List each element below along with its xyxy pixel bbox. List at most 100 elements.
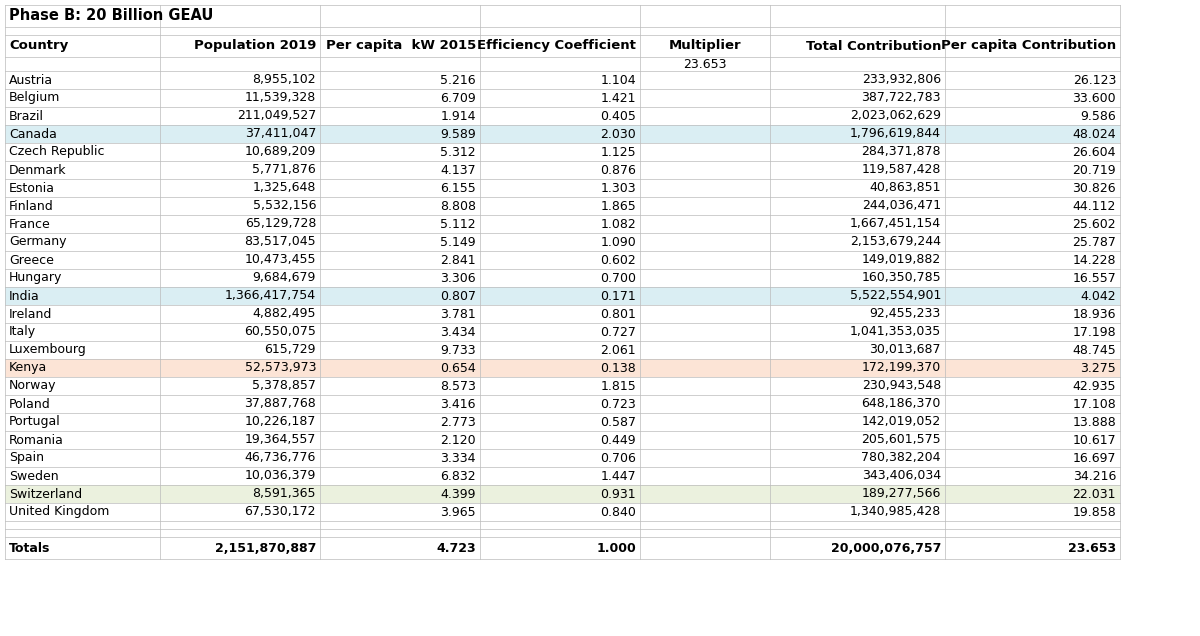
Text: Multiplier: Multiplier [668,39,742,53]
Text: 1,796,619,844: 1,796,619,844 [850,127,941,141]
Text: 1.082: 1.082 [600,218,636,230]
Text: Total Contribution: Total Contribution [805,39,941,53]
Text: Ireland: Ireland [10,307,53,321]
Text: 23.653: 23.653 [1068,541,1116,555]
Text: 189,277,566: 189,277,566 [862,488,941,501]
Text: 92,455,233: 92,455,233 [870,307,941,321]
Text: 0.654: 0.654 [440,361,476,375]
Text: 6.155: 6.155 [440,181,476,195]
Text: 0.723: 0.723 [600,398,636,410]
Text: 19,364,557: 19,364,557 [245,434,316,446]
Text: 1,366,417,754: 1,366,417,754 [224,289,316,303]
Text: 16.697: 16.697 [1073,452,1116,464]
Text: 10,689,209: 10,689,209 [245,146,316,158]
Text: 20.719: 20.719 [1073,163,1116,177]
Text: Kenya: Kenya [10,361,47,375]
Text: Estonia: Estonia [10,181,55,195]
Text: 142,019,052: 142,019,052 [862,415,941,429]
Text: 37,887,768: 37,887,768 [245,398,316,410]
Text: 2.030: 2.030 [600,127,636,141]
Text: 119,587,428: 119,587,428 [862,163,941,177]
Text: 233,932,806: 233,932,806 [862,74,941,86]
Text: United Kingdom: United Kingdom [10,506,109,518]
Text: 17.198: 17.198 [1073,326,1116,338]
Text: Country: Country [10,39,68,53]
Text: 3.334: 3.334 [440,452,476,464]
Text: Switzerland: Switzerland [10,488,82,501]
Text: Per capita Contribution: Per capita Contribution [941,39,1116,53]
Text: 23.653: 23.653 [683,57,727,71]
Text: 83,517,045: 83,517,045 [245,235,316,249]
Text: 9.589: 9.589 [440,127,476,141]
Text: 20,000,076,757: 20,000,076,757 [830,541,941,555]
Text: 230,943,548: 230,943,548 [862,380,941,392]
Text: 1,041,353,035: 1,041,353,035 [850,326,941,338]
Text: 60,550,075: 60,550,075 [244,326,316,338]
Text: 19.858: 19.858 [1073,506,1116,518]
Text: 10,473,455: 10,473,455 [245,254,316,266]
Text: 1.104: 1.104 [600,74,636,86]
Text: 4,882,495: 4,882,495 [252,307,316,321]
Text: Per capita  kW 2015: Per capita kW 2015 [325,39,476,53]
Text: 8.573: 8.573 [440,380,476,392]
Text: 0.727: 0.727 [600,326,636,338]
Text: 2.773: 2.773 [440,415,476,429]
Text: 0.807: 0.807 [440,289,476,303]
Text: 1,325,648: 1,325,648 [253,181,316,195]
Text: 3.965: 3.965 [440,506,476,518]
Text: 1.815: 1.815 [600,380,636,392]
Text: 1,340,985,428: 1,340,985,428 [850,506,941,518]
Text: Norway: Norway [10,380,56,392]
Text: 0.840: 0.840 [600,506,636,518]
Text: 25.787: 25.787 [1072,235,1116,249]
Text: 0.706: 0.706 [600,452,636,464]
Text: 0.700: 0.700 [600,272,636,284]
Text: 9,684,679: 9,684,679 [253,272,316,284]
Text: 4.723: 4.723 [437,541,476,555]
Text: 1.303: 1.303 [600,181,636,195]
Text: 2,153,679,244: 2,153,679,244 [850,235,941,249]
Text: 11,539,328: 11,539,328 [245,92,316,104]
Text: Romania: Romania [10,434,64,446]
Text: Czech Republic: Czech Republic [10,146,104,158]
Text: 211,049,527: 211,049,527 [236,109,316,123]
Text: 1.447: 1.447 [600,469,636,483]
Text: 6.709: 6.709 [440,92,476,104]
Text: 48.024: 48.024 [1073,127,1116,141]
Text: 0.602: 0.602 [600,254,636,266]
Text: 3.275: 3.275 [1080,361,1116,375]
Text: 37,411,047: 37,411,047 [245,127,316,141]
Text: 5.112: 5.112 [440,218,476,230]
Text: 2,023,062,629: 2,023,062,629 [850,109,941,123]
Text: 1.865: 1.865 [600,200,636,212]
Text: 33.600: 33.600 [1073,92,1116,104]
Text: Denmark: Denmark [10,163,66,177]
Text: France: France [10,218,50,230]
Text: 0.171: 0.171 [600,289,636,303]
Text: Greece: Greece [10,254,54,266]
Text: 3.416: 3.416 [440,398,476,410]
Text: 17.108: 17.108 [1073,398,1116,410]
Text: Phase B: 20 Billion GEAU: Phase B: 20 Billion GEAU [10,8,214,24]
Text: 1.125: 1.125 [600,146,636,158]
Text: 615,729: 615,729 [264,343,316,357]
Text: 172,199,370: 172,199,370 [862,361,941,375]
Text: 284,371,878: 284,371,878 [862,146,941,158]
Text: 48.745: 48.745 [1073,343,1116,357]
Text: 2.061: 2.061 [600,343,636,357]
Text: 5,532,156: 5,532,156 [252,200,316,212]
Text: 25.602: 25.602 [1073,218,1116,230]
Text: 2,151,870,887: 2,151,870,887 [215,541,316,555]
Text: Portugal: Portugal [10,415,61,429]
Text: 10,036,379: 10,036,379 [245,469,316,483]
Text: 2.120: 2.120 [440,434,476,446]
Text: 10.617: 10.617 [1073,434,1116,446]
Text: 1.914: 1.914 [440,109,476,123]
Text: Finland: Finland [10,200,54,212]
Text: 13.888: 13.888 [1073,415,1116,429]
Text: 1,667,451,154: 1,667,451,154 [850,218,941,230]
Text: 343,406,034: 343,406,034 [862,469,941,483]
Text: 244,036,471: 244,036,471 [862,200,941,212]
Text: 3.434: 3.434 [440,326,476,338]
Text: 5,378,857: 5,378,857 [252,380,316,392]
